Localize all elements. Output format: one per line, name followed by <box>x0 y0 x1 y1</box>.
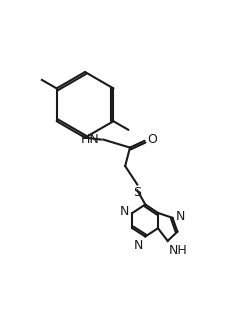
Text: N: N <box>119 205 129 218</box>
Text: NH: NH <box>169 244 188 257</box>
Text: N: N <box>175 210 185 223</box>
Text: S: S <box>133 186 141 199</box>
Text: N: N <box>133 239 143 252</box>
Text: O: O <box>147 133 157 146</box>
Text: HN: HN <box>81 133 100 146</box>
